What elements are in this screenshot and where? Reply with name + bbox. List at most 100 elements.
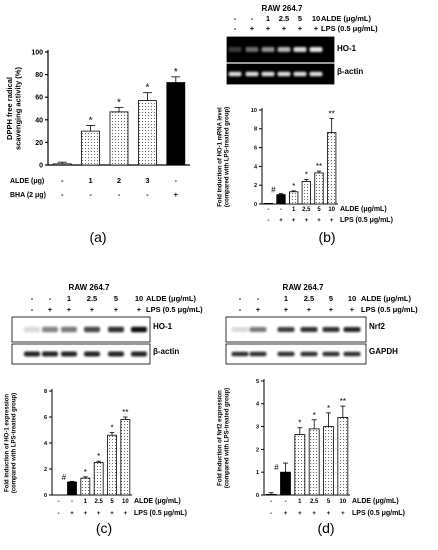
blot-header-value-b-1-2: + — [266, 24, 271, 33]
bar-a-4 — [166, 82, 186, 166]
blot-label-c-1: HO-1 — [153, 322, 173, 331]
bar-chart-b: 0 2 4 6 8 10 Fold induction of HO-1 mRNA level… — [218, 107, 393, 224]
row-value-a-1-3: - — [146, 190, 149, 199]
row-label-b-0: ALDE (μg/mL) — [340, 206, 387, 213]
y-tick-label-a-4: 80 — [35, 72, 43, 79]
y-axis-label-b: Fold induction of HO-1 mRNA level(compar… — [218, 107, 231, 207]
blot-header-label-c-0: ALDE (μg/mL) — [146, 294, 197, 303]
significance-a-2: * — [117, 97, 121, 108]
row-value-d-0-0: - — [270, 499, 272, 505]
panel-label-d: (d) — [317, 520, 334, 536]
row-value-d-0-1: - — [285, 499, 287, 505]
panel-label-a: (a) — [89, 229, 106, 245]
blot-label-b-2: β-actin — [337, 67, 363, 76]
row-value-b-1-5: + — [330, 218, 334, 224]
row-label-c-0: ALDE (μg/mL) — [134, 498, 181, 505]
blot-header-b: - -1 2.5 5 10 ALDE (μg/mL)- + + + + + LPS (0.5 μg/m… — [234, 14, 378, 33]
gel-ho1-band-4 — [293, 47, 307, 52]
bar-b-1 — [276, 194, 286, 205]
blot-nrf2-image — [225, 316, 367, 343]
bar-c-4 — [107, 434, 117, 496]
y-tick-label-a-1: 20 — [35, 140, 43, 147]
blot-label-d-1: Nrf2 — [369, 322, 386, 331]
significance-d-2: * — [298, 419, 301, 428]
significance-d-5: ** — [340, 397, 346, 406]
row-label-d-0: ALDE (μg/mL) — [352, 498, 399, 505]
row-label-c-1: LPS (0.5 μg/mL) — [134, 510, 187, 517]
blot-header-label-b-0: ALDE (μg/mL) — [321, 14, 372, 23]
row-value-d-1-0: - — [270, 511, 272, 517]
blot-header-value-d-0-4: 5 — [329, 294, 333, 303]
blot-nrf2-band-1 — [249, 327, 267, 332]
blot-actin-band-0 — [24, 351, 40, 357]
row-value-b-1-2: + — [292, 218, 296, 224]
y-tick-label-d-2: 2 — [256, 447, 259, 453]
y-tick-label-c-3: 6 — [44, 415, 47, 421]
blot-header-value-c-0-3: 2.5 — [87, 294, 97, 303]
y-tick-label-a-5: 100 — [31, 49, 43, 56]
blot-header-value-b-0-5: 10 — [312, 14, 320, 23]
significance-c-2: * — [84, 468, 87, 477]
significance-d-4: * — [327, 404, 330, 413]
row-value-a-1-4: + — [174, 190, 179, 199]
row-value-a-1-2: - — [118, 190, 121, 199]
row-value-b-0-3: 2.5 — [302, 207, 311, 213]
row-value-a-1-0: - — [61, 190, 64, 199]
blot-header-value-d-0-3: 2.5 — [304, 294, 314, 303]
blot-header-value-c-1-0: - — [31, 305, 34, 314]
blot-gapdh-band-3 — [300, 351, 318, 357]
row-value-b-1-0: - — [267, 218, 269, 224]
bar-b-3 — [301, 181, 311, 205]
gel-ho1-band-2 — [261, 47, 275, 52]
row-value-a-0-1: 1 — [89, 176, 93, 185]
bar-d-1 — [280, 471, 291, 496]
blot-header-value-d-1-4: + — [329, 305, 334, 314]
cell-line-d: RAW 264.7 — [283, 283, 324, 292]
bar-d-2 — [294, 434, 306, 496]
row-value-d-0-2: 1 — [298, 499, 302, 505]
significance-a-4: * — [174, 67, 178, 78]
blot-header-value-b-1-1: + — [250, 24, 255, 33]
blot-nrf2-band-3 — [300, 327, 318, 332]
blot-gapdh-band-1 — [249, 351, 267, 357]
cell-line-b: RAW 264.7 — [262, 4, 303, 13]
gel-actin-band-2 — [261, 71, 275, 77]
blot-ho1-band-4 — [108, 326, 124, 333]
blot-header-value-c-1-3: + — [90, 305, 95, 314]
blot-header-value-c-1-4: + — [114, 305, 119, 314]
significance-b-1: # — [271, 186, 276, 195]
blot-header-value-b-1-5: + — [314, 24, 319, 33]
row-value-a-0-4: - — [175, 176, 178, 185]
row-value-a-1-1: - — [89, 190, 92, 199]
blot-gapdh-band-5 — [343, 351, 361, 357]
row-value-b-0-4: 5 — [317, 207, 321, 213]
blot-actin-band-5 — [131, 351, 147, 357]
gel-actin-band-3 — [277, 71, 291, 77]
y-tick-label-b-4: 8 — [254, 127, 257, 133]
blot-ho1-band-5 — [131, 326, 147, 333]
y-tick-label-d-3: 3 — [256, 425, 259, 431]
blot-header-value-d-1-1: + — [256, 305, 261, 314]
y-tick-label-a-3: 60 — [35, 95, 43, 102]
y-tick-label-d-5: 5 — [256, 379, 259, 385]
bar-c-2 — [80, 477, 91, 496]
significance-c-5: ** — [122, 408, 128, 417]
blot-header-value-d-0-0: - — [239, 294, 242, 303]
gel-actin-image — [226, 63, 335, 85]
significance-c-3: * — [97, 452, 100, 461]
y-tick-label-d-4: 4 — [256, 402, 260, 408]
row-value-d-1-3: + — [312, 511, 316, 517]
cell-line-c: RAW 264.7 — [69, 283, 110, 292]
significance-c-4: * — [110, 424, 113, 433]
row-value-b-1-4: + — [317, 218, 321, 224]
row-value-d-1-4: + — [327, 511, 331, 517]
bar-c-3 — [93, 462, 104, 496]
significance-c-1: # — [62, 473, 67, 482]
row-value-b-0-2: 1 — [292, 207, 296, 213]
row-value-d-0-3: 2.5 — [310, 499, 319, 505]
y-axis-label-a: DPPH free radicalscavenging activity (%) — [5, 67, 23, 150]
blot-nrf2-frame — [225, 316, 367, 343]
blot-label-b-1: HO-1 — [337, 44, 357, 53]
gel-actin-band-1 — [245, 71, 259, 77]
